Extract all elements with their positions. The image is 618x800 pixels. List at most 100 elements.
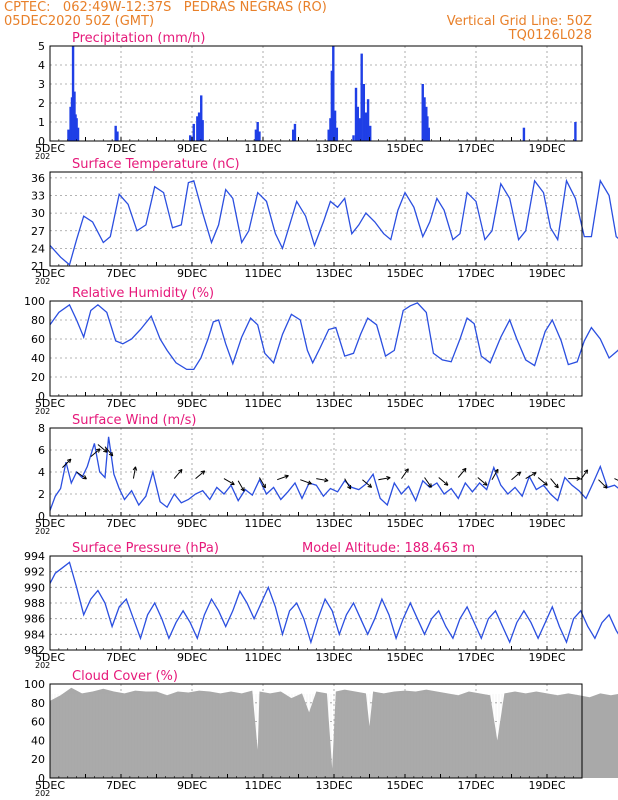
wind-arrow — [259, 477, 266, 489]
precip-bar — [333, 110, 337, 141]
precip-bar — [352, 135, 355, 141]
precip-bar — [75, 118, 78, 141]
wind-arrow — [614, 478, 618, 481]
x-tick-label: 19DEC — [528, 397, 565, 410]
x-tick-label: 9DEC — [177, 779, 207, 792]
x-tick-label: 11DEC — [244, 651, 281, 664]
precip-bar — [364, 112, 368, 141]
precip-bar — [332, 46, 335, 141]
x-tick-label: 9DEC — [177, 651, 207, 664]
x-tick-label: 5DEC — [35, 397, 65, 410]
x-tick-label: 15DEC — [386, 517, 423, 530]
wind-arrow — [62, 458, 72, 468]
x-year-label-cut: 202 — [35, 527, 50, 536]
y-tick-label: 1 — [38, 116, 45, 129]
precip-bar — [69, 106, 72, 141]
precip-bar — [256, 122, 259, 141]
wind-arrow — [537, 477, 548, 486]
x-year-label-cut: 202 — [35, 407, 50, 416]
wind-arrow — [568, 476, 581, 481]
precip-bar — [197, 112, 201, 141]
x-tick-label: 13DEC — [315, 142, 352, 155]
precipitation-panel: 0 1 2 3 4 5 5DEC 7DEC 9DEC 11DEC 13DEC 15DEC 17DEC 19… — [35, 31, 583, 161]
precip-bar — [358, 118, 361, 141]
precip-bar — [426, 116, 429, 141]
x-tick-label: 11DEC — [244, 142, 281, 155]
y-tick-label: 2 — [38, 97, 45, 110]
precip-bar — [116, 131, 119, 141]
wind-arrow — [173, 468, 183, 479]
x-year-label-cut: 202 — [35, 277, 50, 286]
precip-bar — [574, 122, 577, 141]
precip-bar — [196, 116, 199, 141]
wind-series-line — [49, 436, 618, 511]
y-tick-label: 5 — [38, 40, 45, 53]
wind-arrow — [362, 479, 373, 488]
precip-bar — [423, 97, 426, 141]
pressure-panel: 982 984 986 988 990 992 994 5DEC 7DEC 9DEC 11DEC 13… — [24, 541, 618, 670]
y-tick-label: 994 — [24, 550, 45, 563]
precip-bar — [254, 129, 258, 141]
x-tick-label: 19DEC — [528, 267, 565, 280]
precip-bar — [200, 95, 203, 141]
x-tick-label: 7DEC — [106, 779, 136, 792]
y-tick-label: 30 — [31, 207, 45, 220]
x-tick-label: 15DEC — [386, 397, 423, 410]
y-tick-label: 40 — [31, 734, 45, 747]
header-model-id: TQ0126L028 — [508, 28, 592, 43]
y-tick-label: 20 — [31, 371, 45, 384]
header-station-line: CPTEC: 062:49W-12:37S PEDRAS NEGRAS (RO) — [4, 0, 327, 15]
y-tick-label: 8 — [38, 422, 45, 435]
y-tick-label: 0 — [38, 510, 45, 523]
wind-arrow — [223, 478, 235, 486]
y-tick-label: 0 — [38, 135, 45, 148]
x-tick-label: 7DEC — [106, 397, 136, 410]
y-tick-label: 984 — [24, 628, 45, 641]
wind-arrow — [97, 444, 108, 453]
y-tick-label: 988 — [24, 597, 45, 610]
y-tick-label: 3 — [38, 78, 45, 91]
model-altitude-label: Model Altitude: 188.463 m — [302, 541, 475, 556]
y-tick-label: 4 — [38, 466, 45, 479]
x-tick-label: 9DEC — [177, 517, 207, 530]
pressure-title: Surface Pressure (hPa) — [72, 541, 219, 556]
wind-arrow — [195, 470, 206, 479]
wind-arrow — [300, 479, 312, 485]
precip-bar — [369, 125, 372, 141]
y-tick-label: 60 — [31, 333, 45, 346]
x-tick-label: 11DEC — [244, 779, 281, 792]
y-tick-label: 40 — [31, 352, 45, 365]
x-tick-label: 11DEC — [244, 267, 281, 280]
precip-bar — [421, 84, 424, 141]
cloud-cover-area — [50, 687, 618, 778]
x-tick-label: 17DEC — [457, 397, 494, 410]
y-tick-label: 992 — [24, 566, 45, 579]
wind-arrow — [132, 466, 138, 479]
wind-panel: 0 2 4 6 8 5DEC 7DEC 9DEC 11DEC 13DEC 15DEC 17DEC 19D… — [35, 413, 618, 536]
precip-bar — [71, 46, 75, 141]
humidity-panel: 0 20 40 60 80 100 5DEC 7DEC 9DEC 11DEC 13DEC 15DEC 1… — [24, 286, 618, 416]
precip-bar — [522, 127, 526, 141]
y-tick-label: 0 — [38, 390, 45, 403]
x-year-label-cut: 202 — [35, 661, 50, 670]
x-tick-label: 13DEC — [315, 779, 352, 792]
cloud-cover-panel: 0 20 40 60 80 100 5DEC 7DEC 9DEC 11DEC 13DEC 15DEC 1… — [24, 669, 618, 798]
panel-frame — [49, 45, 583, 142]
x-tick-label: 15DEC — [386, 142, 423, 155]
y-tick-label: 60 — [31, 716, 45, 729]
precip-bar — [258, 131, 261, 141]
precip-bar — [201, 120, 204, 141]
x-tick-label: 7DEC — [106, 651, 136, 664]
y-tick-label: 100 — [24, 678, 45, 691]
precip-bar — [189, 135, 192, 141]
precip-bar — [354, 87, 358, 141]
y-tick-label: 6 — [38, 444, 45, 457]
y-tick-label: 0 — [38, 772, 45, 785]
header-vertical-grid-line: Vertical Grid Line: 50Z — [446, 14, 592, 29]
x-tick-label: 17DEC — [457, 267, 494, 280]
wind-arrow — [457, 467, 467, 478]
x-tick-label: 11DEC — [244, 397, 281, 410]
cloud-cover-title: Cloud Cover (%) — [72, 669, 178, 684]
wind-arrow — [237, 480, 245, 492]
